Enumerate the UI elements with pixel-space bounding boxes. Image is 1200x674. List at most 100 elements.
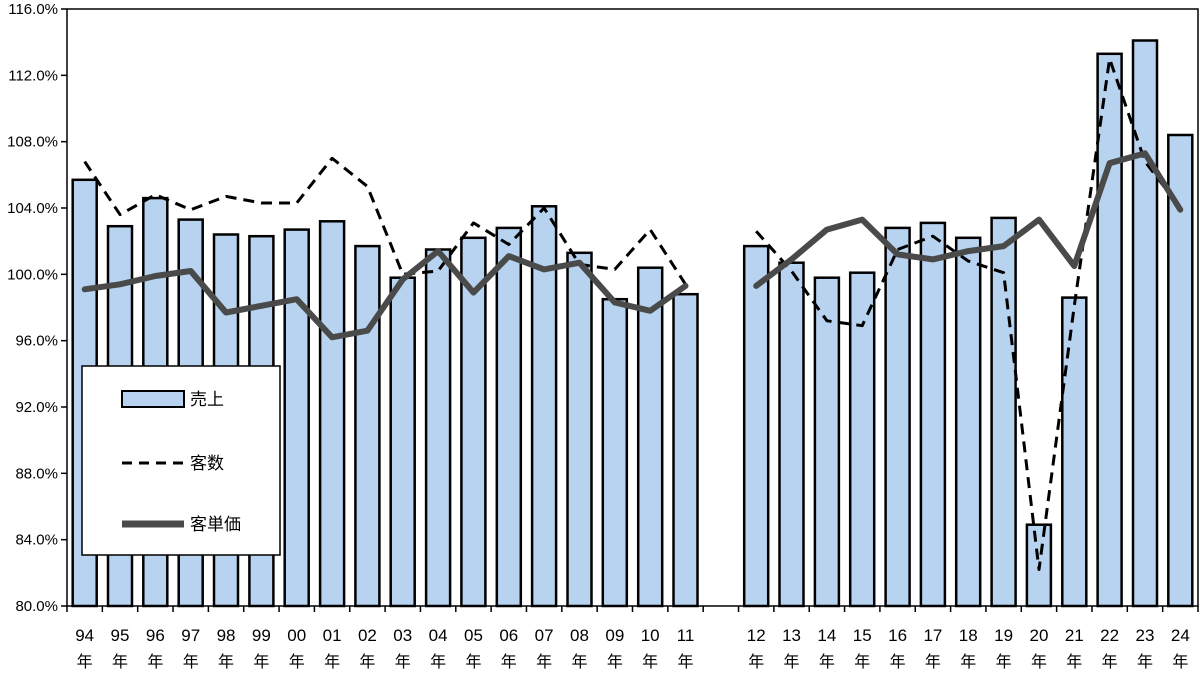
x-tick-year-suffix: 年: [395, 652, 411, 671]
x-tick-year-suffix: 年: [678, 652, 694, 671]
x-tick-label-21: 21: [1065, 626, 1084, 645]
x-tick-label-19: 19: [994, 626, 1013, 645]
x-tick-year-suffix: 年: [925, 652, 941, 671]
x-tick-year-suffix: 年: [501, 652, 517, 671]
bar-sales-07: [530, 205, 558, 608]
y-tick-label: 84.0%: [15, 532, 58, 549]
y-tick-label: 80.0%: [15, 598, 58, 615]
x-tick-label-07: 07: [535, 626, 554, 645]
x-tick-label-13: 13: [782, 626, 801, 645]
x-tick-label-95: 95: [111, 626, 130, 645]
x-tick-year-suffix: 年: [1066, 652, 1082, 671]
line-unit-price-segment-2: [753, 150, 1184, 289]
x-tick-label-98: 98: [217, 626, 236, 645]
legend-label-sales: 売上: [190, 390, 224, 410]
x-tick-year-suffix: 年: [147, 652, 163, 671]
y-tick-label: 112.0%: [8, 67, 58, 84]
x-tick-year-suffix: 年: [571, 652, 587, 671]
line-customers-segment-1: [83, 156, 687, 286]
x-tick-year-suffix: 年: [784, 652, 800, 671]
x-tick-label-02: 02: [358, 626, 377, 645]
x-tick-year-suffix: 年: [536, 652, 552, 671]
x-tick-year-suffix: 年: [996, 652, 1012, 671]
x-tick-label-16: 16: [888, 626, 907, 645]
line-customers-segment-2: [755, 57, 1182, 571]
x-tick-year-suffix: 年: [465, 652, 481, 671]
y-tick-label: 92.0%: [15, 399, 58, 416]
bar-sales-06: [495, 226, 523, 608]
bar-sales-12: [742, 244, 770, 608]
x-tick-year-suffix: 年: [1137, 652, 1153, 671]
bar-sales-13: [778, 261, 805, 608]
x-tick-year-suffix: 年: [819, 652, 835, 671]
x-tick-year-suffix: 年: [1102, 652, 1118, 671]
x-tick-label-18: 18: [959, 626, 978, 645]
x-tick-year-suffix: 年: [359, 652, 375, 671]
legend-label-customers: 客数: [190, 454, 224, 474]
x-tick-label-06: 06: [499, 626, 518, 645]
x-tick-label-97: 97: [181, 626, 200, 645]
bar-sales-21: [1061, 296, 1088, 608]
bar-sales-00: [283, 228, 310, 608]
x-tick-label-11: 11: [677, 626, 695, 645]
x-tick-year-suffix: 年: [1172, 652, 1188, 671]
x-tick-year-suffix: 年: [112, 652, 128, 671]
y-tick-label: 108.0%: [7, 134, 58, 151]
legend-label-unit-price: 客単価: [190, 515, 241, 535]
x-tick-year-suffix: 年: [607, 652, 623, 671]
bar-sales-02: [354, 244, 381, 608]
x-tick-label-05: 05: [464, 626, 483, 645]
legend-swatch-sales: [121, 390, 185, 408]
x-tick-label-01: 01: [323, 626, 342, 645]
bar-sales-17: [919, 221, 947, 608]
bar-sales-01: [318, 220, 346, 608]
y-tick-label: 104.0%: [7, 200, 58, 217]
bar-sales-19: [990, 216, 1017, 608]
x-tick-year-suffix: 年: [218, 652, 234, 671]
x-tick-label-24: 24: [1171, 626, 1190, 645]
x-tick-year-suffix: 年: [748, 652, 764, 671]
x-tick-year-suffix: 年: [854, 652, 870, 671]
x-tick-year-suffix: 年: [183, 652, 199, 671]
x-tick-year-suffix: 年: [960, 652, 976, 671]
x-tick-label-08: 08: [570, 626, 589, 645]
x-tick-label-22: 22: [1100, 626, 1119, 645]
bar-sales-04: [424, 248, 452, 608]
bar-sales-08: [566, 251, 593, 608]
bar-sales-05: [460, 236, 487, 608]
x-tick-label-99: 99: [252, 626, 271, 645]
x-tick-label-14: 14: [817, 626, 836, 645]
x-tick-label-96: 96: [146, 626, 165, 645]
bar-sales-09: [601, 297, 629, 608]
x-tick-year-suffix: 年: [289, 652, 305, 671]
bar-sales-18: [954, 236, 982, 608]
x-tick-year-suffix: 年: [77, 652, 93, 671]
bar-sales-11: [672, 292, 699, 608]
bar-sales-03: [389, 276, 416, 608]
y-tick-label: 88.0%: [15, 465, 58, 482]
bar-sales-14: [813, 276, 841, 608]
x-tick-label-23: 23: [1136, 626, 1155, 645]
x-tick-year-suffix: 年: [642, 652, 658, 671]
bar-sales-16: [884, 226, 911, 608]
y-tick-label: 96.0%: [15, 333, 58, 350]
bar-sales-24: [1167, 133, 1194, 608]
bar-sales-22: [1096, 52, 1123, 608]
x-tick-year-suffix: 年: [1031, 652, 1047, 671]
y-tick-label: 116.0%: [8, 1, 58, 18]
x-tick-label-17: 17: [923, 626, 942, 645]
x-tick-year-suffix: 年: [253, 652, 269, 671]
x-tick-year-suffix: 年: [324, 652, 340, 671]
y-tick-label: 100.0%: [7, 266, 58, 283]
bar-sales-10: [636, 266, 664, 608]
x-tick-label-03: 03: [393, 626, 412, 645]
x-tick-label-12: 12: [747, 626, 766, 645]
x-tick-label-04: 04: [429, 626, 448, 645]
x-tick-label-10: 10: [641, 626, 660, 645]
x-tick-label-20: 20: [1029, 626, 1048, 645]
x-tick-label-00: 00: [287, 626, 306, 645]
x-tick-label-15: 15: [853, 626, 872, 645]
x-tick-label-09: 09: [605, 626, 624, 645]
